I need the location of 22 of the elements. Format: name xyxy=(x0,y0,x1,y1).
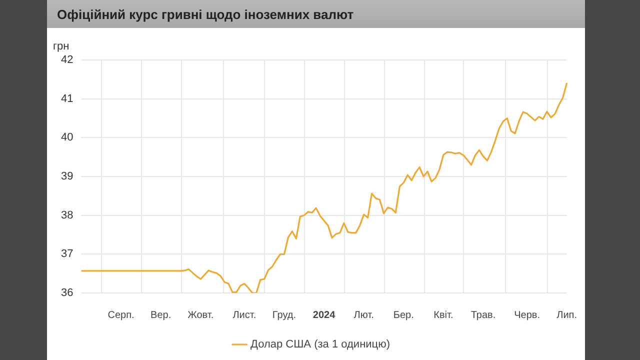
x-tick-label: Вер. xyxy=(150,310,172,321)
x-tick-label: Серп. xyxy=(108,310,134,321)
x-tick-label: Черв. xyxy=(514,310,540,321)
x-tick-label: Трав. xyxy=(470,310,496,321)
y-tick-label: 40 xyxy=(60,132,74,144)
x-tick-label: Бер. xyxy=(393,310,414,321)
y-tick-label: 39 xyxy=(60,170,74,183)
x-tick-label: Лип. xyxy=(556,310,577,321)
x-tick-label: Груд. xyxy=(272,310,296,321)
y-tick-label: 37 xyxy=(60,248,74,260)
x-tick-label: 2024 xyxy=(312,310,336,321)
y-tick-label: 42 xyxy=(60,54,74,66)
y-tick-label: 38 xyxy=(60,209,74,222)
x-tick-label: Лют. xyxy=(354,310,374,321)
x-tick-label: Лист. xyxy=(232,310,256,321)
x-tick-label: Квіт. xyxy=(434,310,454,321)
legend-label: Долар США (за 1 одиницю) xyxy=(250,338,390,351)
x-tick-label: Жовт. xyxy=(188,310,214,321)
chart-title: Офіційний курс гривні щодо іноземних валют xyxy=(57,7,354,22)
y-tick-label: 41 xyxy=(60,92,74,105)
y-axis-title: грн xyxy=(53,40,70,53)
y-tick-label: 36 xyxy=(60,287,74,300)
